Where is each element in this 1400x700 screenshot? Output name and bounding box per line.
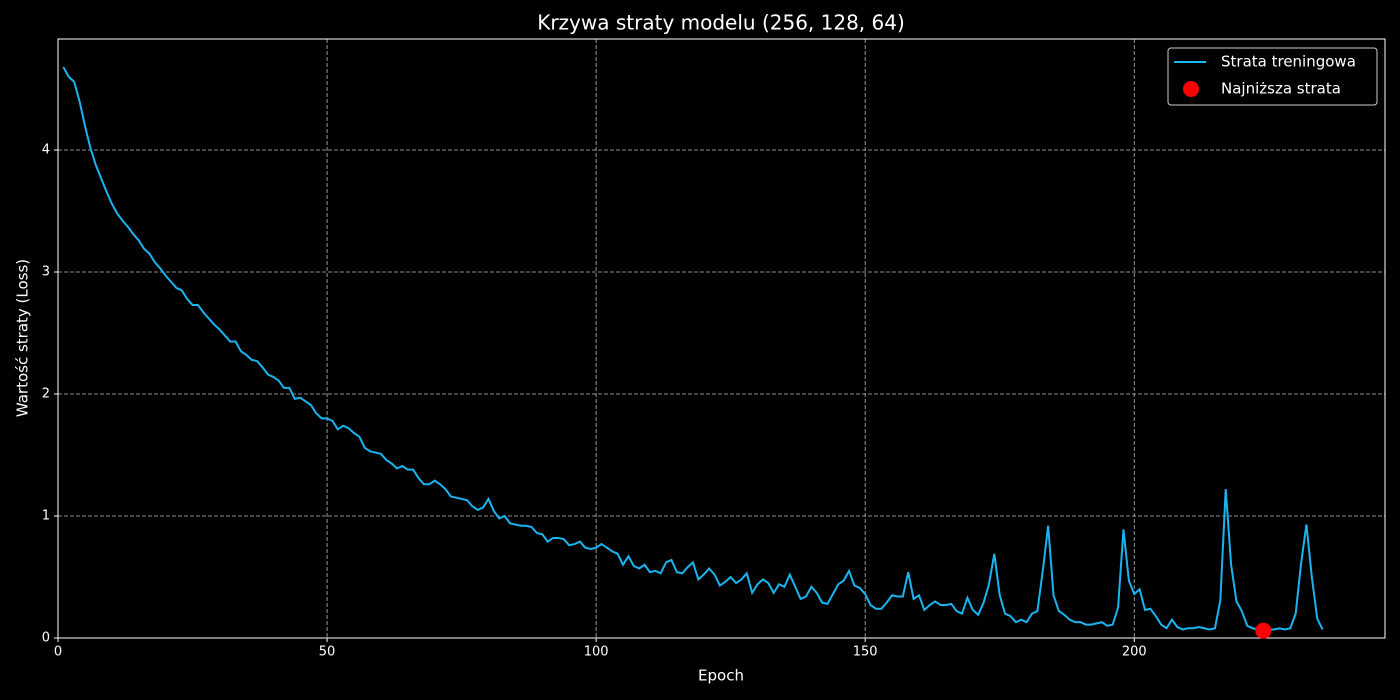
y-tick-label: 0	[42, 631, 50, 646]
chart-title: Krzywa straty modelu (256, 128, 64)	[537, 11, 905, 35]
legend-label: Najniższa strata	[1221, 80, 1341, 98]
y-tick-label: 2	[42, 387, 50, 402]
x-tick-label: 100	[584, 645, 609, 660]
legend-box	[1167, 47, 1378, 106]
x-tick-label: 150	[853, 645, 878, 660]
min-point	[1255, 622, 1272, 639]
x-axis-label: Epoch	[698, 667, 744, 685]
y-tick-label: 4	[42, 143, 50, 158]
loss-line	[62, 66, 1324, 632]
legend-marker	[1183, 81, 1199, 97]
y-tick-label: 3	[42, 265, 50, 280]
x-tick-label: 50	[319, 645, 336, 660]
x-tick-label: 0	[54, 645, 62, 660]
legend-label: Strata treningowa	[1221, 53, 1356, 71]
plot-frame	[57, 38, 1386, 639]
y-axis-label: Wartość straty (Loss)	[14, 259, 32, 417]
x-tick-label: 200	[1122, 645, 1147, 660]
y-tick-label: 1	[42, 509, 50, 524]
